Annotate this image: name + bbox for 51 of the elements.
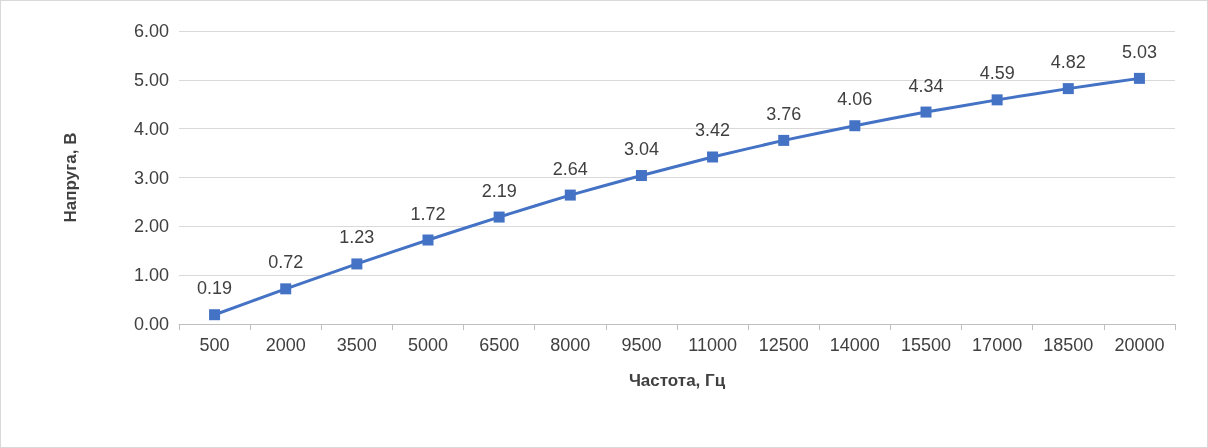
point bbox=[493, 211, 505, 223]
point bbox=[707, 151, 719, 163]
point bbox=[991, 94, 1003, 106]
point bbox=[1062, 83, 1074, 95]
data-label: 5.03 bbox=[1121, 41, 1157, 62]
point bbox=[351, 258, 363, 270]
data-label: 4.82 bbox=[1050, 52, 1086, 73]
y-tick-label: 2.00 bbox=[133, 216, 169, 237]
data-label: 4.59 bbox=[979, 63, 1015, 84]
x-tick-label: 2000 bbox=[265, 335, 306, 355]
y-tick-label: 1.00 bbox=[133, 265, 169, 286]
data-label: 3.76 bbox=[766, 103, 802, 124]
data-label: 4.34 bbox=[908, 75, 944, 96]
data-label: 1.23 bbox=[339, 227, 375, 248]
point bbox=[920, 106, 932, 118]
x-tick-label: 17000 bbox=[972, 335, 1023, 355]
x-tick-label: 500 bbox=[199, 335, 230, 355]
data-label: 0.72 bbox=[268, 252, 304, 273]
point bbox=[209, 309, 221, 321]
point bbox=[849, 120, 861, 132]
point bbox=[280, 283, 292, 295]
y-tick-label: 5.00 bbox=[133, 69, 169, 90]
data-label: 1.72 bbox=[410, 203, 446, 224]
x-tick-label: 20000 bbox=[1114, 335, 1165, 355]
x-tick-label: 11000 bbox=[688, 335, 737, 355]
x-tick-label: 14000 bbox=[829, 335, 880, 355]
x-tick-label: 8000 bbox=[550, 335, 591, 355]
x-tick-label: 18500 bbox=[1043, 335, 1094, 355]
point bbox=[564, 189, 576, 201]
x-tick-label: 15500 bbox=[900, 335, 952, 355]
data-label: 0.19 bbox=[197, 278, 233, 299]
y-tick-label: 4.00 bbox=[133, 118, 169, 139]
y-tick-label: 6.00 bbox=[133, 21, 169, 41]
y-axis-title: Напруга, В bbox=[61, 132, 80, 223]
y-tick-label: 0.00 bbox=[133, 314, 169, 334]
x-tick-label: 9500 bbox=[621, 335, 662, 355]
data-label: 3.04 bbox=[623, 139, 659, 160]
data-label: 2.19 bbox=[481, 180, 517, 201]
point bbox=[635, 170, 647, 182]
point bbox=[422, 234, 434, 246]
point bbox=[778, 134, 790, 146]
x-tick-label: 3500 bbox=[336, 335, 377, 355]
x-tick-label: 6500 bbox=[479, 335, 520, 355]
point bbox=[1133, 72, 1145, 84]
x-tick-label: 5000 bbox=[407, 335, 449, 355]
data-label: 3.42 bbox=[695, 120, 731, 141]
data-label: 2.64 bbox=[552, 158, 588, 179]
y-tick-label: 3.00 bbox=[133, 167, 169, 188]
x-tick-label: 12500 bbox=[758, 335, 809, 355]
data-label: 4.06 bbox=[837, 89, 873, 110]
x-axis-title: Частота, Гц bbox=[628, 371, 726, 390]
